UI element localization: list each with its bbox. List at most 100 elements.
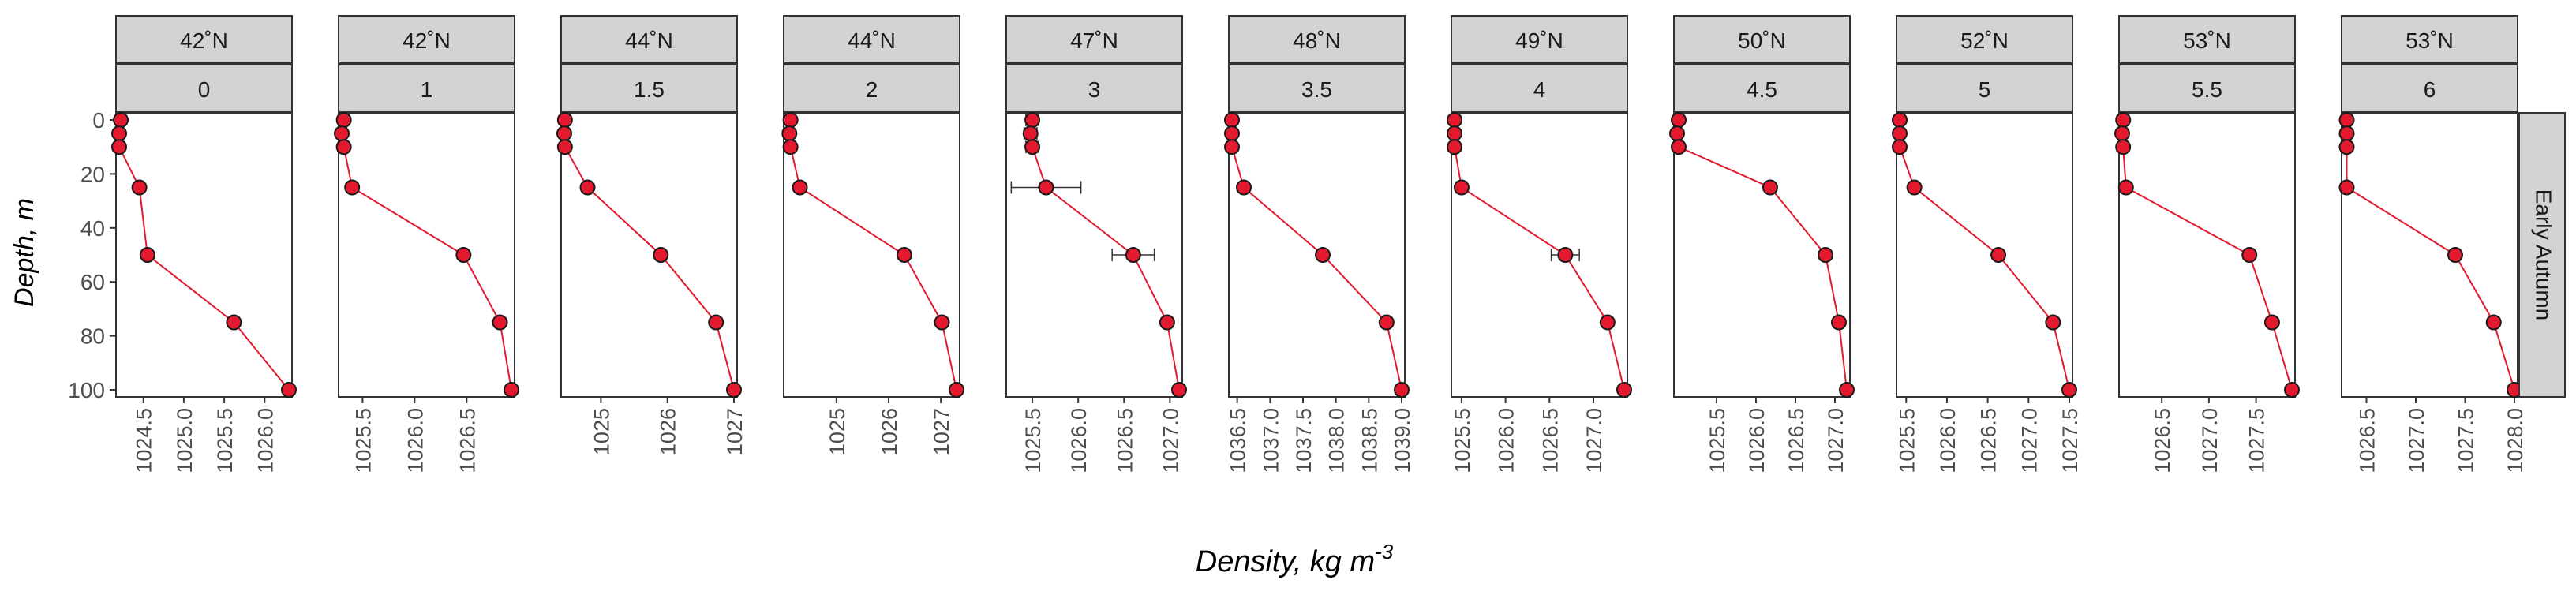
data-point [1671, 139, 1687, 155]
data-point [934, 314, 950, 331]
data-point [335, 112, 352, 128]
data-point [1906, 179, 1923, 196]
row-strip-label: Early Autumn [2532, 189, 2556, 321]
latitude-strip [783, 15, 960, 64]
data-point [1762, 179, 1778, 196]
data-point [1447, 139, 1462, 155]
data-point [792, 179, 808, 196]
data-point [1447, 112, 1462, 128]
data-point [556, 125, 572, 142]
data-point [2338, 139, 2355, 155]
data-point [2241, 247, 2258, 263]
panel-border [2118, 112, 2296, 398]
facet-panel: 49˚N 4 1025.5 1026.0 1026.5 1027.0 [1447, 15, 1632, 473]
x-axis-label-superscript: -3 [1375, 540, 1394, 563]
x-tick-label: 1026.0 [1495, 408, 1518, 473]
data-point [782, 112, 799, 128]
data-point [1024, 139, 1041, 155]
data-point [2115, 112, 2132, 128]
x-tick-label: 1038.5 [1357, 408, 1381, 473]
data-point [2114, 125, 2130, 142]
latitude-strip [1228, 15, 1406, 64]
latitude-label: 44˚N [625, 28, 673, 53]
data-point [281, 382, 297, 398]
data-point [1224, 125, 1240, 142]
longitude-label: 6 [2424, 77, 2436, 102]
x-tick-label: 1027 [930, 408, 953, 455]
data-point [2117, 179, 2134, 196]
data-point [1892, 125, 1908, 142]
x-tick-label: 1027.5 [2058, 408, 2082, 473]
data-point [579, 179, 596, 196]
facet-panel: 52˚N 5 1025.5 1026.0 1026.5 1027.0 1027.5 [1892, 15, 2082, 473]
longitude-strip [338, 64, 515, 113]
data-point [2263, 314, 2280, 331]
latitude-strip [115, 15, 293, 64]
x-tick-label: 1026 [657, 408, 680, 455]
facet-panels: 42˚N 0 0 20 40 60 80 100 1024.5 1025.0 1025.5 1026.… [68, 15, 2566, 473]
y-tick-label: 100 [68, 378, 105, 402]
latitude-strip [1673, 15, 1851, 64]
data-point [726, 382, 742, 398]
x-tick-label: 1025.5 [1451, 408, 1474, 473]
latitude-strip [2341, 15, 2518, 64]
x-tick-label: 1025.0 [173, 408, 197, 473]
latitude-label: 48˚N [1293, 28, 1341, 53]
data-point [334, 125, 350, 142]
x-tick-label: 1028.0 [2503, 408, 2527, 473]
data-point [226, 314, 242, 331]
facet-panel: 47˚N 3 1025.5 1026.0 1026.5 1027.0 [1005, 15, 1187, 473]
x-tick-label: 1026 [878, 408, 901, 455]
facet-panel: 50˚N 4.5 1025.5 1026.0 1026.5 1027.0 [1669, 15, 1855, 473]
longitude-label: 1 [421, 77, 433, 102]
y-tick-label: 40 [80, 216, 105, 241]
x-tick-label: 1027.0 [2198, 408, 2222, 473]
latitude-strip [1005, 15, 1183, 64]
data-point [335, 139, 352, 155]
longitude-label: 5.5 [2192, 77, 2222, 102]
data-point [1831, 314, 1847, 331]
x-tick-label: 1037.0 [1259, 408, 1282, 473]
x-tick-label: 1025 [590, 408, 613, 455]
data-point [1171, 382, 1187, 398]
latitude-label: 53˚N [2183, 28, 2231, 53]
panel-border [560, 112, 738, 398]
longitude-strip [1673, 64, 1851, 113]
longitude-label: 3.5 [1301, 77, 1332, 102]
data-point [1038, 179, 1054, 196]
data-point [1616, 382, 1632, 398]
latitude-label: 52˚N [1960, 28, 2009, 53]
data-point [2284, 382, 2300, 398]
data-point [1125, 247, 1141, 263]
data-point [1378, 314, 1395, 331]
data-point [653, 247, 669, 263]
x-tick-label: 1024.5 [133, 408, 156, 473]
y-tick-label: 0 [92, 108, 105, 133]
x-axis-label: Density, kg m-3 [1196, 540, 1394, 578]
longitude-strip [1228, 64, 1406, 113]
x-tick-label: 1026.0 [253, 408, 277, 473]
y-axis-label: Depth, m [9, 198, 39, 307]
row-strip: Early Autumn [2518, 112, 2566, 398]
panel-border [1896, 112, 2073, 398]
latitude-strip [560, 15, 738, 64]
facet-panel: 48˚N 3.5 1036.5 1037.0 1037.5 1038.0 1038.5 103… [1224, 15, 1414, 473]
longitude-label: 4 [1533, 77, 1546, 102]
panel-border [1005, 112, 1183, 398]
row-strip-box [2518, 112, 2566, 398]
x-tick-label: 1026.5 [2151, 408, 2174, 473]
x-tick-label: 1036.5 [1226, 408, 1250, 473]
panel-border [1451, 112, 1628, 398]
data-point [896, 247, 912, 263]
longitude-label: 0 [198, 77, 211, 102]
x-tick-label: 1039.0 [1391, 408, 1414, 473]
data-point [1818, 247, 1833, 263]
latitude-label: 42˚N [180, 28, 228, 53]
x-tick-label: 1027 [723, 408, 747, 455]
data-point [111, 139, 127, 155]
x-tick-label: 1027.5 [2245, 408, 2269, 473]
y-tick-label: 60 [80, 270, 105, 294]
longitude-label: 3 [1088, 77, 1101, 102]
latitude-strip [1451, 15, 1628, 64]
data-point [2485, 314, 2502, 331]
